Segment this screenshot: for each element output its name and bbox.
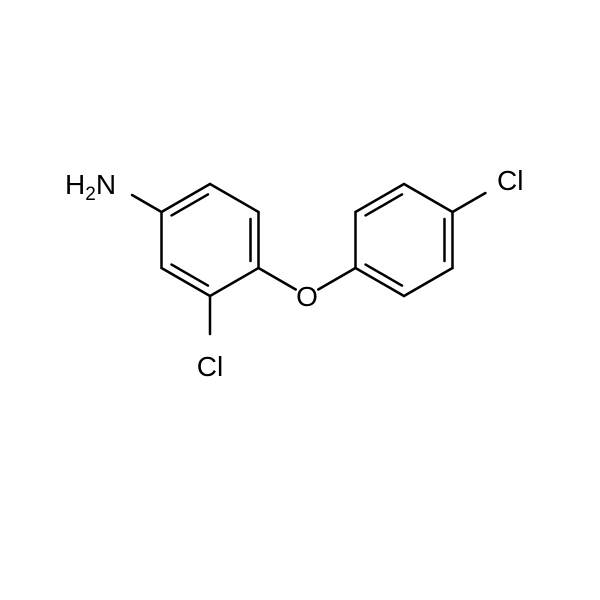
bond-O-a — [258, 268, 295, 290]
r1-12 — [210, 184, 258, 212]
r1-01-d — [172, 194, 208, 215]
molecule-diagram: O Cl Cl H2N — [0, 0, 600, 600]
r2-34 — [404, 268, 452, 296]
amine-label: H2N — [65, 169, 116, 205]
r1-45-d — [172, 265, 208, 286]
bond-N — [132, 195, 161, 212]
r1-34 — [210, 268, 258, 296]
atom-Cl2: Cl — [497, 165, 523, 196]
r2-45-d — [366, 265, 402, 286]
atom-Cl1: Cl — [197, 351, 223, 382]
r2-01-d — [366, 194, 402, 215]
atom-O: O — [296, 281, 318, 312]
bond-O-b — [318, 268, 355, 290]
r2-12 — [404, 184, 452, 212]
bond-Cl2 — [452, 193, 485, 212]
